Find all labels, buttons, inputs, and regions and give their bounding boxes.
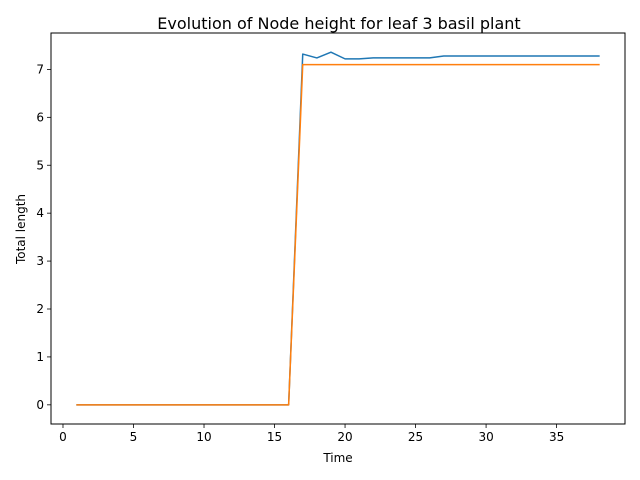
y-tick-label: 3 [36,254,44,268]
x-ticks: 0 5 10 15 20 25 30 35 [59,424,564,444]
y-tick-label: 7 [36,62,44,76]
x-tick-label: 0 [59,430,67,444]
y-tick-label: 6 [36,110,44,124]
x-axis-label: Time [322,451,352,465]
x-tick-label: 35 [549,430,564,444]
y-axis-label: Total length [14,194,28,265]
chart-title: Evolution of Node height for leaf 3 basi… [157,14,520,33]
x-tick-label: 15 [267,430,282,444]
series-line-2 [76,63,600,406]
y-tick-label: 2 [36,302,44,316]
y-tick-label: 0 [36,398,44,412]
x-tick-label: 30 [478,430,493,444]
y-ticks: 0 1 2 3 4 5 6 7 [36,62,51,412]
series-layer [76,51,600,406]
x-tick-label: 10 [196,430,211,444]
plot-frame [50,32,626,425]
y-tick-label: 4 [36,206,44,220]
y-tick-label: 5 [36,158,44,172]
series-line-1 [76,51,600,406]
x-tick-label: 5 [130,430,138,444]
x-tick-label: 20 [337,430,352,444]
y-tick-label: 1 [36,350,44,364]
x-tick-label: 25 [408,430,423,444]
